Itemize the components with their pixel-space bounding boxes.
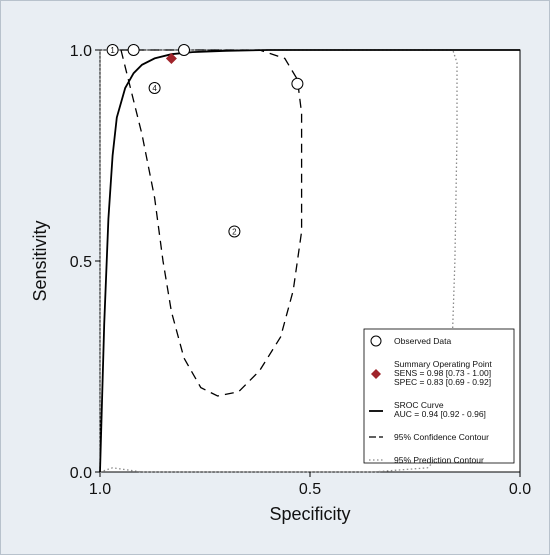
legend-box: [363, 328, 515, 464]
prediction-contour: [99, 49, 458, 473]
legend-entry-text: Observed Data: [394, 336, 451, 346]
y-tick-label: 1.0: [70, 43, 92, 60]
legend-entry-text: SROC Curve: [394, 400, 444, 410]
summary-point-layer: [165, 52, 177, 64]
y-tick-label: 0.5: [70, 254, 92, 271]
observed-study-point: [148, 81, 161, 94]
study-label: 4: [152, 84, 157, 93]
sroc-curve-layer: [99, 49, 520, 473]
observed-study-point: [127, 44, 140, 56]
legend-entry-text: Summary Operating Point: [394, 359, 492, 369]
observed-study-point: [228, 225, 241, 238]
x-axis-title: Specificity: [269, 504, 350, 524]
x-tick-label: 0.0: [509, 481, 531, 498]
sroc-curve: [99, 49, 520, 473]
summary-operating-point: [165, 52, 177, 64]
legend-entry-text: SPEC = 0.83 [0.69 - 0.92]: [394, 377, 491, 387]
study-label: 1: [110, 46, 115, 55]
observed-data-layer: 1 4 2: [106, 44, 304, 238]
prediction-contour-layer: [99, 49, 458, 473]
legend: Observed Data Summary Operating PointSENS…: [363, 328, 515, 465]
observed-study-point: [178, 44, 190, 56]
legend-symbol-circle: [370, 335, 382, 347]
legend-entry-text: 95% Confidence Contour: [394, 432, 489, 442]
axes: 1.0 0.5 0.0 0.0 0.5 1.0: [70, 43, 531, 498]
y-axis-title: Sensitivity: [30, 220, 50, 301]
x-tick-label: 1.0: [89, 481, 111, 498]
legend-entry-text: SENS = 0.98 [0.73 - 1.00]: [394, 368, 491, 378]
study-label: 2: [232, 227, 237, 236]
observed-study-point: [106, 44, 119, 56]
y-tick-label: 0.0: [70, 465, 92, 482]
x-tick-label: 0.5: [299, 481, 321, 498]
legend-entry-text: AUC = 0.94 [0.92 - 0.96]: [394, 409, 486, 419]
legend-entry-text: 95% Prediction Contour: [394, 455, 484, 465]
observed-study-point: [291, 77, 304, 90]
legend-symbol-diamond: [371, 369, 381, 379]
